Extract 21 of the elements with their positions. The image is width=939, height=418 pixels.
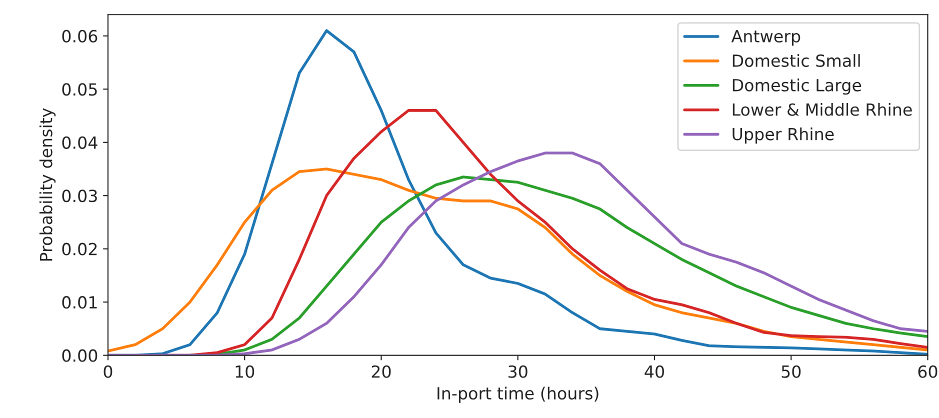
x-tick-label: 20 <box>372 365 391 378</box>
y-tick-label: 0.06 <box>62 30 98 42</box>
legend-label: Upper Rhine <box>732 127 834 144</box>
x-tick-label: 30 <box>508 365 528 378</box>
y-tick-label: 0.03 <box>62 190 97 202</box>
legend-label: Antwerp <box>731 30 800 46</box>
y-axis-title: Probability density <box>39 108 56 261</box>
legend-label: Domestic Large <box>732 78 862 95</box>
legend-label: Lower & Middle Rhine <box>732 103 912 116</box>
x-tick-label: 40 <box>644 365 664 378</box>
y-tick-label: 0.05 <box>62 83 97 96</box>
y-tick-label: 0.04 <box>62 136 98 149</box>
y-tick-label: 0.00 <box>62 349 98 362</box>
x-tick-label: 60 <box>918 365 938 378</box>
y-tick-label: 0.02 <box>62 242 97 256</box>
x-axis-title: In-port time (hours) <box>438 386 598 403</box>
x-tick-label: 50 <box>782 365 801 378</box>
x-tick-label: 10 <box>236 365 254 378</box>
legend-label: Domestic Small <box>732 54 860 67</box>
x-tick-label: 0 <box>104 365 112 378</box>
y-tick-label: 0.01 <box>62 296 97 309</box>
